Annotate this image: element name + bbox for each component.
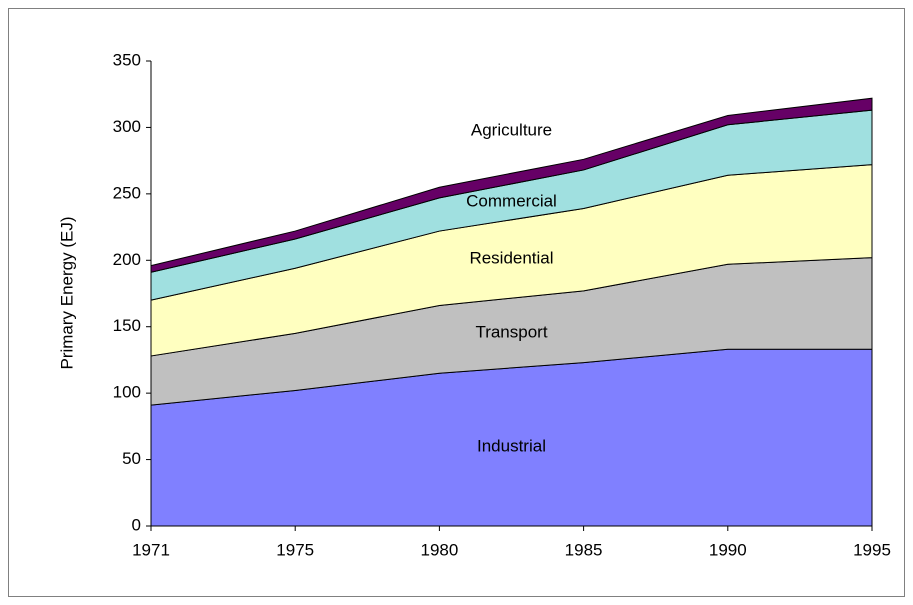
x-tick-label: 1980 [420, 540, 458, 559]
y-tick-label: 350 [113, 50, 141, 69]
y-tick-label: 300 [113, 117, 141, 136]
series-label: Commercial [466, 191, 557, 210]
y-tick-label: 150 [113, 316, 141, 335]
y-tick-label: 0 [132, 515, 141, 534]
x-tick-label: 1971 [132, 540, 170, 559]
x-tick-label: 1985 [565, 540, 603, 559]
x-tick-label: 1990 [709, 540, 747, 559]
y-tick-label: 50 [122, 449, 141, 468]
x-tick-label: 1975 [276, 540, 314, 559]
y-tick-label: 250 [113, 183, 141, 202]
series-label: Industrial [477, 436, 546, 455]
area [150, 97, 873, 273]
series-label: Transport [475, 323, 547, 342]
y-tick-label: 200 [113, 250, 141, 269]
y-axis-label: Primary Energy (EJ) [57, 216, 76, 369]
y-tick-label: 100 [113, 383, 141, 402]
series-label: Residential [469, 248, 553, 267]
series-label: Agriculture [471, 120, 552, 139]
x-tick-label: 1995 [853, 540, 891, 559]
